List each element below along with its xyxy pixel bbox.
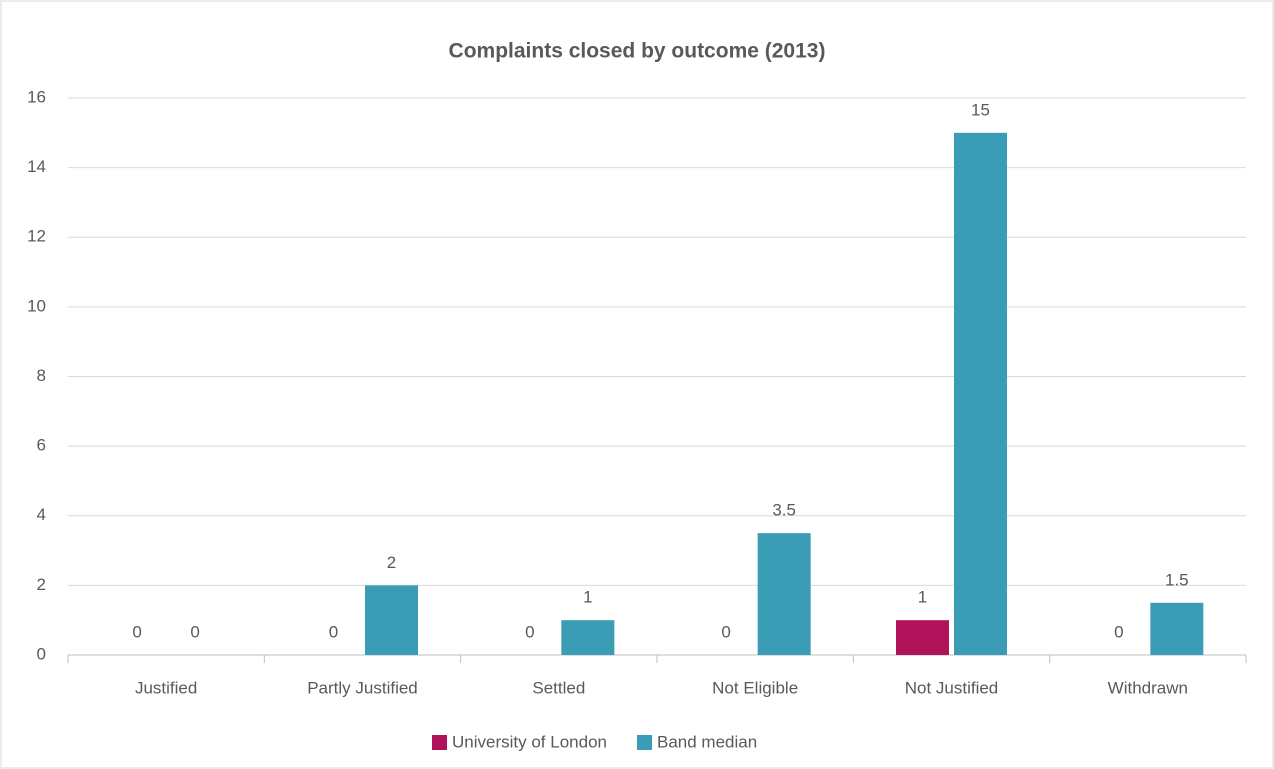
bar — [561, 620, 615, 655]
data-label: 0 — [1114, 622, 1123, 641]
y-tick-label: 2 — [37, 575, 46, 594]
bar — [954, 132, 1007, 655]
x-tick-label: Justified — [135, 678, 197, 697]
data-label: 0 — [721, 622, 730, 641]
legend-label: Band median — [657, 732, 757, 751]
chart-title: Complaints closed by outcome (2013) — [449, 40, 826, 63]
y-tick-label: 8 — [37, 366, 46, 385]
data-label: 0 — [329, 622, 338, 641]
bar — [365, 585, 418, 655]
x-tick-label: Not Eligible — [712, 678, 798, 697]
data-label: 1.5 — [1165, 570, 1189, 589]
legend-label: University of London — [452, 732, 607, 751]
data-label: 0 — [132, 622, 141, 641]
y-tick-label: 0 — [37, 644, 46, 663]
data-label: 1 — [583, 588, 592, 607]
bar — [1150, 602, 1204, 655]
y-tick-label: 10 — [27, 296, 46, 315]
data-label: 2 — [387, 553, 396, 572]
data-label: 3.5 — [772, 501, 796, 520]
x-tick-label: Withdrawn — [1108, 678, 1188, 697]
x-tick-label: Not Justified — [905, 678, 999, 697]
y-tick-label: 12 — [27, 227, 46, 246]
y-tick-label: 6 — [37, 436, 46, 455]
x-tick-label: Partly Justified — [307, 678, 418, 697]
data-label: 1 — [918, 588, 927, 607]
data-label: 15 — [971, 100, 990, 119]
y-tick-label: 16 — [27, 87, 46, 106]
legend-swatch — [636, 735, 652, 750]
legend-swatch — [432, 735, 447, 750]
bar — [757, 533, 811, 655]
data-label: 0 — [190, 622, 199, 641]
data-label: 0 — [525, 622, 534, 641]
y-tick-label: 4 — [37, 505, 46, 524]
y-tick-label: 14 — [27, 157, 46, 176]
bar — [896, 620, 949, 655]
x-tick-label: Settled — [532, 678, 585, 697]
